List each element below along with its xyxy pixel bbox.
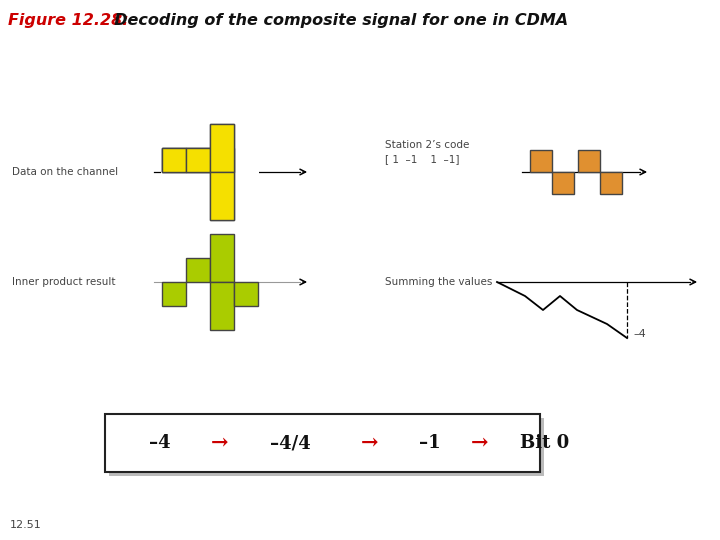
- Text: →: →: [472, 433, 489, 453]
- Text: Decoding of the composite signal for one in CDMA: Decoding of the composite signal for one…: [103, 13, 568, 28]
- Bar: [600, 172, 622, 194]
- Bar: [210, 124, 234, 220]
- Text: Station 2’s code: Station 2’s code: [385, 140, 469, 150]
- Text: Figure 12.28:: Figure 12.28:: [8, 13, 129, 28]
- Text: Data on the channel: Data on the channel: [12, 167, 118, 177]
- Bar: [186, 148, 210, 172]
- Bar: [210, 172, 234, 220]
- Text: [ 1  –1    1  –1]: [ 1 –1 1 –1]: [385, 154, 459, 164]
- Bar: [186, 148, 210, 172]
- Bar: [578, 150, 600, 172]
- Bar: [162, 148, 186, 172]
- Text: Inner product result: Inner product result: [12, 277, 115, 287]
- Bar: [530, 150, 552, 172]
- Bar: [210, 234, 234, 282]
- Bar: [552, 172, 574, 194]
- Bar: [210, 124, 234, 172]
- Text: →: →: [211, 433, 229, 453]
- Text: –4/4: –4/4: [269, 434, 310, 452]
- Bar: [109, 418, 544, 476]
- Bar: [105, 414, 540, 472]
- Bar: [234, 282, 258, 306]
- Text: →: →: [361, 433, 379, 453]
- Bar: [161, 99, 259, 221]
- Text: Bit 0: Bit 0: [521, 434, 570, 452]
- Bar: [186, 148, 210, 172]
- Bar: [210, 282, 234, 330]
- Bar: [210, 148, 234, 172]
- Bar: [162, 282, 186, 306]
- Text: –4: –4: [149, 434, 171, 452]
- Bar: [162, 148, 186, 172]
- Text: Summing the values: Summing the values: [385, 277, 492, 287]
- Text: 12.51: 12.51: [10, 520, 42, 530]
- Bar: [186, 258, 210, 282]
- Text: –1: –1: [419, 434, 441, 452]
- Text: –4: –4: [633, 329, 646, 339]
- Bar: [162, 148, 186, 172]
